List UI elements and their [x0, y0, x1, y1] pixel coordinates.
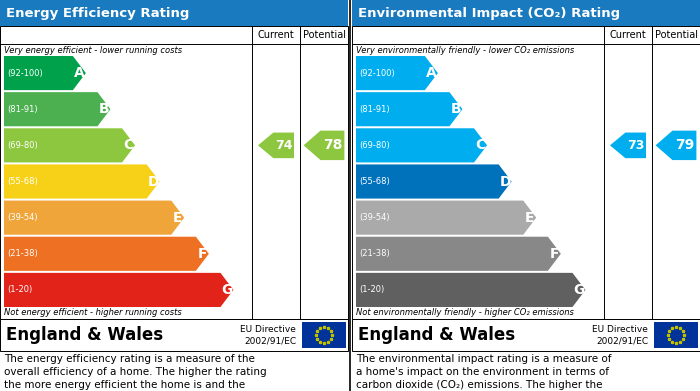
Text: Current: Current: [258, 30, 295, 40]
Bar: [0, 26, 348, 319]
Bar: [654, 322, 698, 348]
Bar: [0, 0, 348, 26]
Text: (92-100): (92-100): [7, 68, 43, 77]
Text: 79: 79: [675, 138, 694, 152]
Text: EU Directive
2002/91/EC: EU Directive 2002/91/EC: [592, 325, 648, 345]
Bar: [0, 319, 348, 351]
Text: EU Directive
2002/91/EC: EU Directive 2002/91/EC: [240, 325, 296, 345]
Text: The energy efficiency rating is a measure of the
overall efficiency of a home. T: The energy efficiency rating is a measur…: [4, 354, 267, 391]
Text: (55-68): (55-68): [7, 177, 38, 186]
Text: (1-20): (1-20): [359, 285, 384, 294]
Text: F: F: [197, 247, 207, 261]
Text: C: C: [123, 138, 134, 152]
Text: England & Wales: England & Wales: [6, 326, 163, 344]
Text: Not environmentally friendly - higher CO₂ emissions: Not environmentally friendly - higher CO…: [356, 308, 574, 317]
Polygon shape: [610, 133, 646, 158]
Polygon shape: [356, 165, 512, 199]
Text: (81-91): (81-91): [7, 105, 38, 114]
Bar: [352, 26, 700, 319]
Polygon shape: [4, 237, 209, 271]
Text: Potential: Potential: [302, 30, 346, 40]
Text: (1-20): (1-20): [7, 285, 32, 294]
Text: E: E: [173, 211, 183, 225]
Polygon shape: [356, 273, 585, 307]
Text: Energy Efficiency Rating: Energy Efficiency Rating: [6, 7, 190, 20]
Bar: [352, 0, 700, 26]
Polygon shape: [656, 131, 696, 160]
Polygon shape: [356, 56, 438, 90]
Text: England & Wales: England & Wales: [358, 326, 515, 344]
Text: 78: 78: [323, 138, 342, 152]
Text: (69-80): (69-80): [7, 141, 38, 150]
Text: Not energy efficient - higher running costs: Not energy efficient - higher running co…: [4, 308, 182, 317]
Text: (39-54): (39-54): [359, 213, 390, 222]
Text: 73: 73: [627, 139, 645, 152]
Text: The environmental impact rating is a measure of
a home's impact on the environme: The environmental impact rating is a mea…: [356, 354, 612, 391]
Polygon shape: [356, 92, 463, 126]
Bar: [352, 319, 700, 351]
Text: Environmental Impact (CO₂) Rating: Environmental Impact (CO₂) Rating: [358, 7, 620, 20]
Text: (92-100): (92-100): [359, 68, 395, 77]
Text: Very environmentally friendly - lower CO₂ emissions: Very environmentally friendly - lower CO…: [356, 46, 574, 55]
Text: (81-91): (81-91): [359, 105, 390, 114]
Text: (69-80): (69-80): [359, 141, 390, 150]
Text: Potential: Potential: [654, 30, 697, 40]
Text: A: A: [74, 66, 85, 80]
Polygon shape: [356, 237, 561, 271]
Polygon shape: [4, 128, 135, 162]
Text: B: B: [451, 102, 461, 116]
Text: G: G: [221, 283, 232, 297]
Text: Very energy efficient - lower running costs: Very energy efficient - lower running co…: [4, 46, 182, 55]
Polygon shape: [258, 133, 294, 158]
Text: D: D: [148, 174, 159, 188]
Polygon shape: [4, 273, 234, 307]
Text: A: A: [426, 66, 437, 80]
Text: (21-38): (21-38): [7, 249, 38, 258]
Polygon shape: [304, 131, 344, 160]
Polygon shape: [4, 165, 160, 199]
Text: (21-38): (21-38): [359, 249, 390, 258]
Polygon shape: [4, 56, 86, 90]
Polygon shape: [356, 201, 536, 235]
Text: E: E: [525, 211, 535, 225]
Text: (55-68): (55-68): [359, 177, 390, 186]
Text: F: F: [550, 247, 559, 261]
Polygon shape: [4, 92, 111, 126]
Text: 74: 74: [275, 139, 293, 152]
Polygon shape: [4, 201, 184, 235]
Text: Current: Current: [610, 30, 646, 40]
Text: B: B: [99, 102, 109, 116]
Text: G: G: [573, 283, 584, 297]
Bar: [302, 322, 346, 348]
Text: C: C: [475, 138, 486, 152]
Polygon shape: [356, 128, 487, 162]
Text: D: D: [499, 174, 511, 188]
Text: (39-54): (39-54): [7, 213, 38, 222]
